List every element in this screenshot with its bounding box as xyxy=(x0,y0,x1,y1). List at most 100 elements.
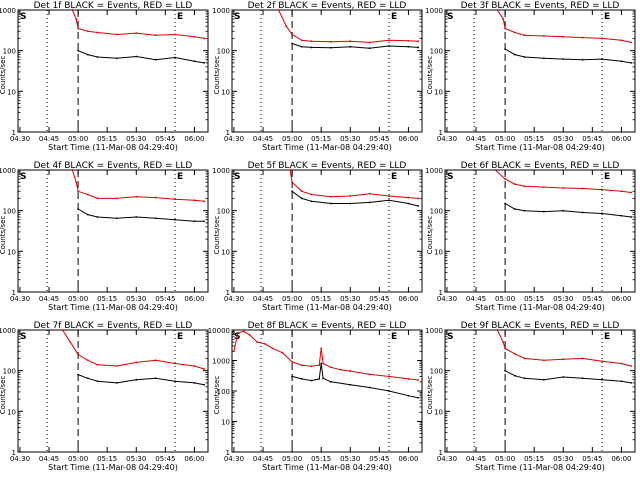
y-tick-label: 1 xyxy=(12,129,16,137)
data-point xyxy=(203,62,206,64)
data-point xyxy=(349,202,352,205)
subplot-3: Det 3f BLACK = Events, RED = LLD 1 10 100 10… xyxy=(425,1,636,152)
y-tick-label: 1 xyxy=(12,289,16,297)
data-point xyxy=(601,212,603,215)
x-tick-label: 05:15 xyxy=(97,455,117,463)
data-point xyxy=(291,181,294,184)
data-point xyxy=(310,200,313,203)
data-point xyxy=(523,34,526,37)
data-point xyxy=(71,9,74,11)
y-tick-label: 100 xyxy=(217,208,230,216)
data-point xyxy=(630,382,633,384)
data-point xyxy=(77,208,80,210)
data-point xyxy=(329,380,332,383)
data-point xyxy=(285,25,288,28)
data-point xyxy=(513,53,516,56)
data-point xyxy=(504,48,507,50)
data-point xyxy=(77,353,80,356)
data-point xyxy=(115,197,118,200)
data-point xyxy=(620,380,623,383)
y-tick-label: 1000 xyxy=(212,358,230,366)
data-point xyxy=(77,190,80,193)
y-tick-label: 10 xyxy=(434,248,443,256)
end-marker: E xyxy=(391,332,397,342)
data-point xyxy=(388,195,390,197)
data-point xyxy=(494,169,497,171)
data-point xyxy=(562,209,565,212)
plot-frame xyxy=(231,9,423,133)
data-point xyxy=(135,361,138,364)
x-tick-label: 05:45 xyxy=(155,455,175,463)
y-tick-label: 100 xyxy=(217,388,230,396)
x-tick-label: 05:00 xyxy=(282,135,302,143)
y-tick-label: 100 xyxy=(430,208,443,216)
x-tick-label: 04:30 xyxy=(437,295,457,303)
plot-frame xyxy=(231,329,423,453)
x-tick-label: 04:30 xyxy=(224,295,244,303)
data-point xyxy=(115,382,118,384)
plot-frame xyxy=(444,169,636,293)
end-marker: E xyxy=(604,12,610,22)
data-point xyxy=(96,380,99,383)
y-tick-label: 100 xyxy=(3,368,16,376)
x-tick-label: 04:30 xyxy=(437,455,457,463)
x-tick-label: 05:15 xyxy=(311,135,331,143)
series-line-black xyxy=(291,190,419,207)
data-point xyxy=(135,32,138,35)
plot-frame xyxy=(444,9,636,133)
data-point xyxy=(300,45,303,48)
data-point xyxy=(417,396,420,399)
y-axis-label: Counts/sec xyxy=(0,56,7,95)
y-tick-label: 1000 xyxy=(425,327,443,335)
data-point xyxy=(339,368,342,371)
data-point xyxy=(236,332,239,334)
data-point xyxy=(620,214,623,217)
end-marker: E xyxy=(177,332,183,342)
start-marker: S xyxy=(234,12,240,22)
y-tick-label: 100 xyxy=(430,48,443,56)
chart-title: Det 8f BLACK = Events, RED = LLD xyxy=(248,321,407,331)
data-point xyxy=(154,359,157,362)
end-marker: E xyxy=(604,332,610,342)
x-tick-label: 06:00 xyxy=(611,295,631,303)
y-tick-label: 1 xyxy=(226,129,230,137)
data-point xyxy=(329,202,332,205)
chart-title: Det 9f BLACK = Events, RED = LLD xyxy=(461,321,620,331)
x-tick-label: 04:30 xyxy=(437,135,457,143)
data-point xyxy=(523,377,526,380)
data-point xyxy=(174,198,176,201)
data-point xyxy=(542,378,545,381)
data-point xyxy=(193,220,196,223)
data-point xyxy=(349,370,352,372)
x-tick-label: 05:30 xyxy=(553,135,573,143)
x-axis-label: Start Time (11-Mar-08 04:29:40) xyxy=(48,463,178,472)
data-point xyxy=(329,40,332,43)
y-tick-label: 100 xyxy=(3,208,16,216)
data-point xyxy=(248,333,251,336)
data-point xyxy=(75,18,78,20)
x-tick-label: 06:00 xyxy=(611,135,631,143)
y-axis-label: Counts/sec xyxy=(426,56,434,95)
chart-title: Det 4f BLACK = Events, RED = LLD xyxy=(34,161,193,171)
data-point xyxy=(154,196,157,199)
x-axis-label: Start Time (11-Mar-08 04:29:40) xyxy=(48,143,178,152)
data-point xyxy=(310,40,313,43)
data-point xyxy=(300,197,303,200)
data-point xyxy=(193,382,196,384)
x-tick-label: 05:30 xyxy=(126,135,146,143)
subplot-4: Det 4f BLACK = Events, RED = LLD 1 10 100 10… xyxy=(0,161,209,312)
data-point xyxy=(601,188,603,191)
data-point xyxy=(388,39,390,42)
data-point xyxy=(193,35,196,38)
data-point xyxy=(174,362,176,365)
data-point xyxy=(513,31,516,34)
chart-title: Det 2f BLACK = Events, RED = LLD xyxy=(248,1,407,11)
end-marker: E xyxy=(177,172,183,182)
start-marker: S xyxy=(447,172,453,182)
x-tick-label: 06:00 xyxy=(398,295,418,303)
x-tick-label: 06:00 xyxy=(184,135,204,143)
x-tick-label: 05:30 xyxy=(340,135,360,143)
data-point xyxy=(542,57,545,60)
data-point xyxy=(322,377,325,380)
